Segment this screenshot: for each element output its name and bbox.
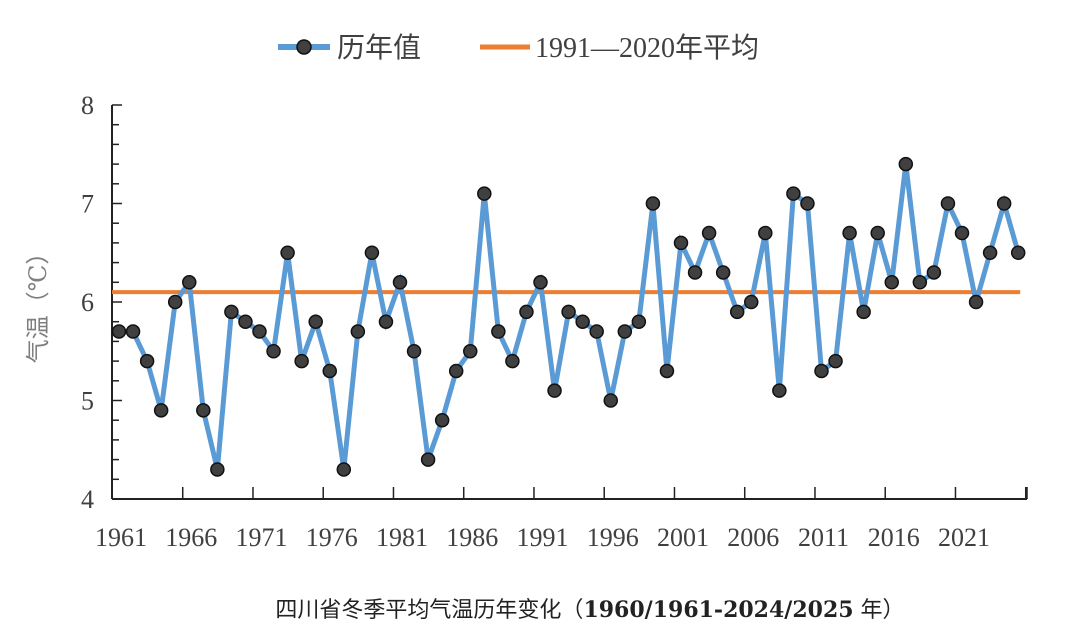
data-point-1991 — [533, 275, 548, 290]
chart-title: 四川省冬季平均气温历年变化（1960/1961-2024/2025 年） — [275, 597, 904, 623]
data-point-2007 — [758, 225, 773, 241]
x-tick-label: 2021 — [938, 523, 990, 552]
data-point-2006 — [744, 294, 759, 310]
axes — [111, 104, 1028, 500]
data-point-1987 — [477, 186, 492, 201]
data-point-2021 — [954, 225, 970, 241]
data-point-1970 — [238, 314, 253, 329]
x-tick-labels: 1961 1966 1971 1976 1981 1986 1991 1996 2001 2006… — [95, 523, 990, 552]
data-point-2022 — [968, 294, 984, 310]
data-point-2023 — [982, 245, 998, 260]
data-point-1992 — [547, 383, 562, 398]
x-tick-label: 1966 — [165, 523, 217, 552]
data-point-1996 — [603, 393, 618, 408]
y-axis-label: 气温（℃） — [24, 241, 52, 364]
y-tick-label: 8 — [81, 91, 94, 120]
data-point-2010 — [800, 196, 815, 211]
data-point-2002 — [687, 265, 703, 280]
data-point-1963 — [139, 353, 155, 369]
data-point-2024 — [996, 196, 1012, 211]
legend: 历年值 1991—2020年平均 — [278, 32, 759, 64]
data-point-2014 — [856, 304, 871, 320]
data-point-1994 — [575, 314, 590, 329]
legend-label-average: 1991—2020年平均 — [535, 32, 759, 64]
data-point-1966 — [182, 275, 197, 290]
data-point-1978 — [350, 324, 366, 339]
y-tick-label: 4 — [81, 485, 94, 514]
data-point-1977 — [336, 462, 352, 477]
data-point-1974 — [294, 353, 309, 369]
data-point-2025 — [1010, 245, 1026, 260]
data-point-1995 — [589, 324, 604, 339]
data-point-1969 — [224, 304, 239, 320]
legend-label-annual: 历年值 — [337, 32, 421, 64]
y-tick-label: 7 — [81, 190, 94, 219]
x-tick-label: 2011 — [798, 523, 849, 552]
data-point-1976 — [322, 363, 337, 379]
x-tick-label: 1996 — [587, 523, 639, 552]
data-point-1986 — [463, 344, 478, 359]
data-point-2018 — [912, 275, 928, 290]
data-point-1975 — [308, 314, 323, 329]
data-point-1980 — [378, 314, 394, 329]
data-point-1968 — [210, 462, 225, 477]
data-point-1971 — [252, 324, 267, 339]
data-point-1993 — [561, 304, 576, 320]
data-point-1979 — [364, 245, 380, 260]
x-tick-label: 1986 — [446, 523, 498, 552]
data-point-2017 — [898, 156, 914, 172]
data-point-1985 — [448, 363, 464, 379]
title-prefix: 四川省冬季平均气温历年变化（ — [275, 598, 583, 623]
data-point-2008 — [772, 383, 787, 398]
x-tick-label: 1971 — [236, 523, 288, 552]
data-point-2001 — [673, 235, 689, 251]
data-point-1997 — [617, 324, 633, 339]
x-tick-label: 1976 — [306, 523, 358, 552]
title-suffix: 年） — [854, 598, 905, 623]
data-point-2000 — [659, 363, 675, 379]
data-point-1973 — [280, 245, 295, 260]
data-point-1983 — [420, 452, 436, 467]
legend-marker-annual — [296, 39, 312, 55]
data-point-1967 — [196, 403, 211, 418]
x-tick-label: 1961 — [95, 523, 147, 552]
data-point-1999 — [645, 196, 661, 211]
data-point-2013 — [842, 225, 857, 241]
data-point-2004 — [715, 265, 731, 280]
data-point-1981 — [392, 275, 408, 290]
data-point-2011 — [814, 363, 829, 379]
data-point-1984 — [434, 412, 450, 428]
data-point-1990 — [519, 304, 534, 320]
data-point-1998 — [631, 314, 647, 329]
x-tick-label: 2001 — [657, 523, 709, 552]
data-point-1982 — [406, 344, 422, 359]
data-point-1972 — [266, 344, 281, 359]
data-point-1961 — [111, 324, 127, 339]
data-point-2020 — [940, 196, 956, 211]
data-point-2015 — [870, 225, 885, 241]
data-point-1964 — [153, 403, 169, 418]
data-point-1989 — [505, 353, 520, 369]
data-point-1965 — [167, 294, 183, 310]
x-tick-label: 2006 — [727, 523, 779, 552]
annual-series — [111, 156, 1026, 477]
y-tick-label: 6 — [81, 288, 94, 317]
x-tick-label: 2016 — [868, 523, 920, 552]
data-point-2012 — [828, 353, 843, 369]
data-point-1988 — [491, 324, 506, 339]
data-point-2009 — [786, 186, 801, 201]
title-range: 1960/1961-2024/2025 — [583, 597, 853, 623]
data-point-2016 — [884, 275, 899, 290]
data-point-2019 — [926, 265, 942, 280]
x-tick-label: 1981 — [376, 523, 428, 552]
data-point-1962 — [125, 324, 141, 339]
y-tick-label: 5 — [81, 387, 94, 416]
data-point-2003 — [701, 225, 717, 241]
x-tick-label: 1991 — [517, 523, 569, 552]
y-tick-labels: 4 5 6 7 8 — [81, 91, 94, 514]
data-point-2005 — [729, 304, 745, 320]
